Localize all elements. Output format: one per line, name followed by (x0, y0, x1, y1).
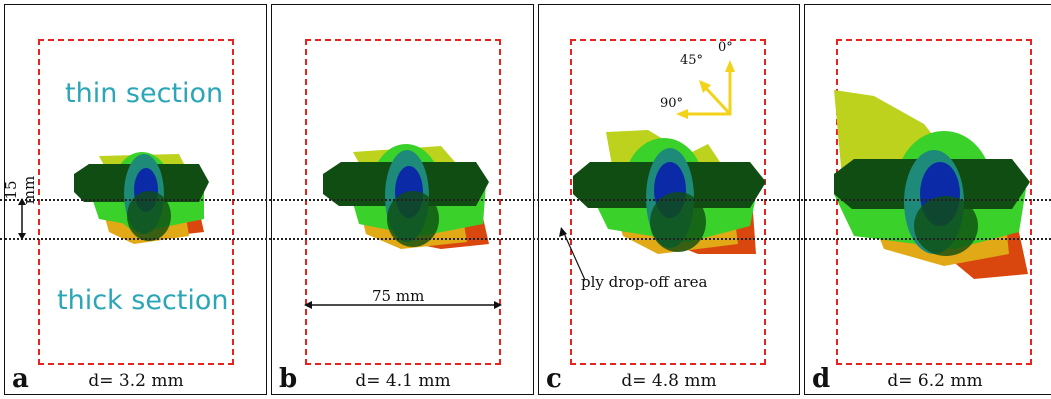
thin-section-label: thin section (65, 78, 224, 109)
thick-section-label: thick section (57, 285, 229, 316)
panel-letter: c (546, 364, 562, 394)
panel-letter: b (279, 364, 298, 394)
thickness-dimension-label: 15 mm (2, 175, 38, 205)
width-dimension-label: 75 mm (372, 287, 425, 305)
dropoff-line-upper (0, 199, 1051, 201)
laminate-boundary (38, 39, 234, 365)
dropoff-pointer-arrow (559, 227, 586, 281)
orientation-0-label: 0° (718, 40, 733, 55)
thickness-dimension-arrow (18, 198, 26, 240)
delamination-depth-label: d= 4.1 mm (355, 371, 451, 391)
panel-letter: a (12, 364, 29, 394)
dropoff-line-lower (0, 238, 1051, 240)
laminate-boundary (305, 39, 501, 365)
orientation-90-label: 90° (660, 96, 684, 111)
dropoff-label: ply drop-off area (581, 273, 708, 291)
delamination-depth-label: d= 3.2 mm (88, 371, 184, 391)
delamination-depth-label: d= 4.8 mm (621, 371, 717, 391)
width-dimension-arrow (304, 301, 502, 309)
delamination-depth-label: d= 6.2 mm (887, 371, 983, 391)
fiber-orientation-arrows (676, 60, 735, 119)
orientation-45-label: 45° (680, 53, 704, 68)
laminate-boundary (836, 39, 1032, 365)
damage-map-a (74, 152, 209, 244)
laminate-boundary (570, 39, 766, 365)
panel-letter: d (812, 364, 831, 394)
damage-map-d (834, 90, 1030, 279)
